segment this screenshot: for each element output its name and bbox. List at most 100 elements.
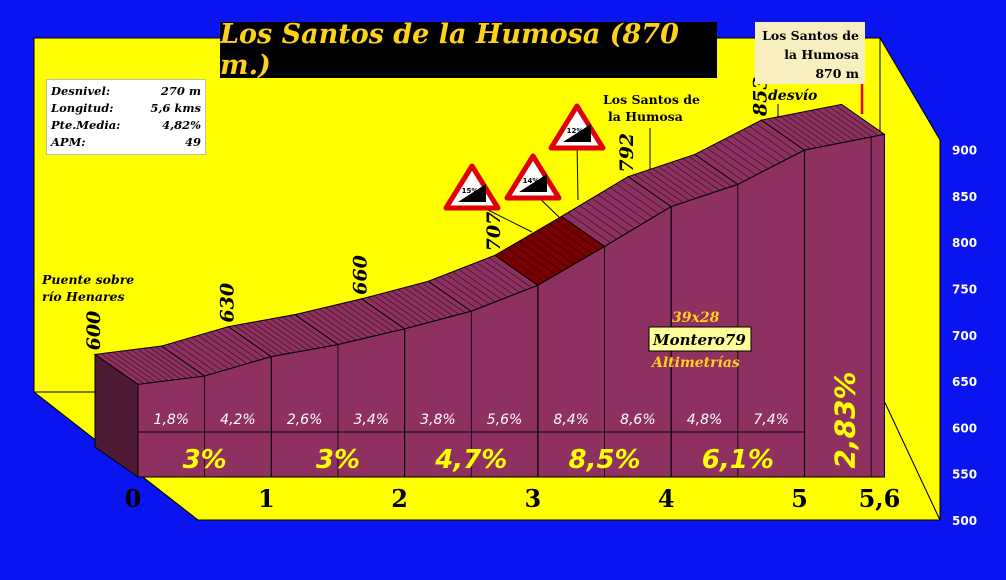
profile-hatch (149, 347, 193, 378)
stat-label: Pte.Media: (51, 118, 121, 132)
segment-gradient-label: 3,8% (420, 412, 456, 428)
profile-hatch (458, 269, 502, 300)
segment-gradient-label: 3,4% (353, 412, 389, 428)
annotation-puente: Puente sobre río Henares (41, 272, 139, 304)
profile-hatch (531, 233, 575, 265)
profile-hatch (822, 107, 867, 139)
profile-hatch (452, 271, 496, 303)
profile-hatch (773, 117, 818, 148)
profile-hatch (488, 257, 533, 288)
profile-hatch (743, 129, 787, 160)
profile-hatch (125, 350, 169, 381)
profile-hatch (143, 348, 187, 379)
profile-hatch (222, 328, 266, 359)
profile-hatch (464, 266, 508, 298)
summit-label-line: Los Santos de (762, 28, 859, 43)
profile-hatch (706, 147, 751, 179)
profile-hatch (421, 282, 466, 314)
profile-hatch (403, 287, 448, 318)
km-gradient-label: 3% (183, 445, 227, 475)
segment-gradient-labels: 1,8% 4,2% 2,6% 3,4% 3,8% 5,6% 8,4% 8,6% 4,8% 7,4% (154, 412, 789, 428)
profile-hatch (276, 317, 320, 349)
profile-hatch (779, 116, 824, 147)
profile-hatch (652, 168, 696, 199)
elevation-profile (93, 103, 886, 478)
x-tick-label: 3 (525, 484, 542, 513)
profile-hatch (712, 144, 757, 176)
profile-hatch (131, 349, 175, 381)
warning-sign-label: 12% (567, 127, 584, 135)
stat-value: 4,82% (162, 118, 201, 132)
profile-hatch (718, 141, 763, 173)
km-gradient-label: 3% (316, 445, 360, 475)
profile-hatch (240, 324, 284, 355)
warning-sign-label: 15% (462, 187, 479, 195)
profile-hatch (640, 172, 684, 203)
x-tick-label: 0 (125, 484, 142, 513)
credit-author-box (648, 326, 752, 352)
profile-hatch (179, 340, 224, 372)
profile-hatch (792, 113, 836, 145)
profile-hatch (543, 226, 587, 258)
km-gradient-labels: 3% 3% 4,7% 8,5% 6,1% 2,83% (183, 371, 862, 475)
profile-hatch (440, 276, 484, 307)
profile-hatch (579, 205, 623, 236)
stat-label: Longitud: (51, 101, 114, 115)
profile-hatch (700, 150, 745, 182)
profile-hatch (767, 118, 811, 150)
elevation-point-label: 707 (483, 212, 505, 252)
km-gradient-label: 2,83% (828, 371, 861, 468)
profile-hatch (816, 108, 861, 140)
slope-icon (563, 124, 591, 142)
profile-hatch (137, 348, 181, 380)
profile-hatch (215, 329, 260, 361)
profile-hatch (385, 292, 430, 323)
profile-hatch (325, 307, 369, 338)
profile-hatch (470, 264, 514, 296)
segment-gradient-label: 2,6% (287, 412, 323, 428)
profile-hatch (591, 198, 636, 229)
km-gradient-label: 8,5% (568, 445, 640, 475)
profile-hatch (209, 331, 254, 363)
stat-value: 49 (184, 135, 201, 149)
km-gradient-label: 4,7% (434, 445, 507, 475)
x-tick-label: 4 (658, 484, 675, 513)
profile-hatch (258, 320, 302, 352)
profile-hatch (512, 244, 557, 275)
profile-hatch (252, 321, 296, 353)
profile-hatch (476, 262, 520, 293)
profile-hatch (191, 336, 236, 368)
profile-hatch (312, 310, 357, 341)
stat-value: 5,6 kms (150, 101, 201, 115)
profile-hatch (234, 325, 278, 356)
profile-hatch (409, 285, 454, 317)
stat-row: Pte.Media: 4,82% (51, 117, 201, 134)
profile-hatch (755, 122, 799, 154)
y-tick-label: 550 (952, 468, 977, 482)
profile-hatch (798, 112, 842, 144)
profile-hatch (518, 240, 563, 272)
stat-value: 270 m (160, 84, 201, 98)
profile-hatch (609, 187, 654, 218)
profile-hatch (597, 194, 642, 225)
profile-hatch (379, 293, 423, 325)
profile-hatch (173, 342, 217, 373)
profile-hatch (318, 308, 363, 340)
credit-gear: 39x28 (672, 310, 720, 326)
profile-hatch (664, 164, 708, 195)
y-tick-label: 700 (952, 329, 977, 343)
profile-hatch (646, 170, 690, 201)
profile-hatch (373, 295, 417, 326)
profile-hatch (367, 296, 411, 328)
y-tick-label: 850 (952, 190, 977, 204)
profile-hatch (306, 311, 351, 343)
profile-hatch (621, 179, 666, 211)
profile-hatch (246, 323, 290, 354)
annotation-summit-town: Los Santos de la Humosa (603, 92, 704, 124)
segment-gradient-label: 5,6% (487, 412, 523, 428)
profile-hatch (106, 352, 151, 384)
profile-hatch (331, 305, 375, 337)
credit-site: Altimetrías (650, 355, 740, 371)
profile-hatch (415, 284, 460, 315)
profile-hatch (785, 114, 830, 146)
